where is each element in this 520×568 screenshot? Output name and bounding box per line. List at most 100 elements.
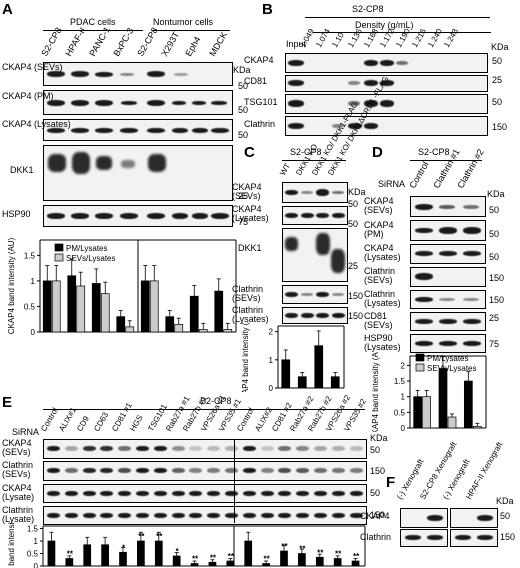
a-ytick-label-3: 1.5 (24, 251, 36, 260)
a-bar-pm-lysates-0 (42, 280, 52, 333)
e-bar-4 (119, 551, 127, 567)
d-bar-pm-lysates-2 (463, 380, 473, 429)
e-blot-divider (234, 439, 235, 523)
e-blot-ckap4-sevs-band-12 (260, 446, 274, 451)
a-mw-3: 25 (238, 191, 249, 201)
e-blot-ckap4-lysate-band-11 (242, 491, 256, 496)
d-ytick-label-1: 0.5 (394, 408, 406, 417)
e-bar-13 (280, 550, 288, 567)
a-bar-sevs-lysates-4 (149, 280, 159, 333)
d-mw-3: 150 (489, 273, 505, 283)
c-lane-label-0: WT (278, 161, 293, 177)
b-blot-ckap4 (285, 53, 488, 73)
c-row-label-3: Clathrin (SEVs) (232, 284, 264, 304)
a-legend-swatch-0 (54, 243, 64, 252)
b-title-line (305, 17, 490, 18)
e-blot-ckap4-lysate-band-1 (64, 491, 78, 496)
e-bar-16 (333, 558, 342, 567)
e-blot-clathrin-lysate-band-16 (331, 513, 345, 518)
e-blot-clathrin-sevs-band-11 (242, 468, 256, 473)
e-blot-ckap4-sevs-band-13 (278, 446, 292, 451)
e-blot-clathrin-lysate-band-8 (189, 513, 203, 518)
e-sig-4: * (122, 543, 126, 552)
e-blot-ckap4-lysate-band-6 (153, 491, 167, 496)
b-lane-label-2: 1.10 (330, 31, 346, 49)
e-blot-clathrin-sevs-band-5 (136, 468, 149, 473)
e-sig-17: ** (353, 552, 360, 561)
b-row-label-1: CD81 (244, 76, 268, 86)
e-blot-ckap4-lysate-band-15 (314, 491, 327, 496)
c-mw-2: 25 (348, 261, 359, 271)
e-sig-10: ** (228, 552, 235, 561)
panel-label-c: C (244, 144, 255, 161)
panel-label-e: E (2, 394, 13, 411)
c-row-label-1: CKAP4 (Lysates) (232, 204, 269, 224)
a-ytick-label-1: 0.5 (24, 302, 36, 311)
c-blot-dkk1 (282, 228, 348, 282)
b-lane-label-3: 1.136 (346, 27, 365, 49)
b-blot-tsg101 (285, 94, 488, 114)
c-ytick-label-1: 1 (269, 356, 274, 365)
b-lane-label-5: 1.172 (378, 27, 397, 49)
e-blot-clathrin-sevs-band-14 (296, 468, 310, 473)
e-blot-clathrin-lysate-band-13 (278, 513, 292, 518)
d-ytick-label-2: 1 (401, 393, 406, 402)
e-bar-10 (226, 560, 235, 567)
e-blot-ckap4-sevs-band-14 (296, 446, 310, 451)
e-blot-clathrin-lysate-band-11 (242, 513, 256, 518)
f-row-label-0: CKAP4 (360, 511, 390, 521)
e-blot-clathrin-sevs-band-6 (153, 468, 167, 473)
e-blot-ckap4-lysate-band-2 (82, 491, 96, 496)
d-row-label-4: Clathrin (Lysates) (364, 289, 401, 309)
e-kda: KDa (370, 433, 388, 443)
e-blot-ckap4-sevs-band-0 (47, 446, 60, 451)
e-blot-clathrin-sevs-band-9 (207, 468, 221, 473)
e-row-label-3: Clathrin (Lysate) (2, 505, 35, 525)
b-density-line (313, 32, 491, 33)
b-row-label-3: Clathrin (244, 119, 276, 129)
e-blot-ckap4-sevs (43, 439, 367, 459)
b-lane-label-8: 1.240 (426, 27, 445, 49)
a-blot-dkk1 (43, 145, 233, 201)
a-lane-label-6: Eph4 (183, 34, 203, 58)
c-kda: KDa (348, 187, 366, 197)
e-title-line (43, 409, 365, 410)
a-row-label-2: CKAP4 (Lysates) (2, 119, 71, 129)
c-bar-2 (314, 345, 324, 389)
d-blot-ckap4-lysates (410, 244, 486, 264)
b-lane-label-7: 1.216 (410, 27, 429, 49)
a-bar-sevs-lysates-7 (223, 329, 233, 333)
e-blot-ckap4-lysate-band-0 (47, 491, 60, 496)
d-kda: KDa (487, 189, 505, 199)
e-blot-clathrin-sevs-band-3 (100, 468, 114, 473)
c-title: S2-CP8 (290, 147, 322, 157)
e-row-label-0: CKAP4 (SEVs) (2, 438, 32, 458)
f-kda: KDa (496, 496, 514, 506)
e-bar-0 (47, 540, 56, 567)
b-lane-label-6: 1.190 (394, 27, 413, 49)
f-mw-1: 150 (500, 532, 516, 542)
e-blot-ckap4-lysate-band-14 (296, 491, 310, 496)
a-group-line-pdac (43, 30, 143, 31)
a-bar-pm-lysates-5 (165, 316, 175, 333)
c-title-line (282, 160, 346, 161)
e-mw-3: 150 (370, 510, 386, 520)
d-ytick-label-3: 1.5 (394, 377, 406, 386)
a-bar-sevs-lysates-2 (100, 293, 110, 333)
a-mw-2: 50 (238, 130, 249, 140)
e-blot-clathrin-sevs-band-13 (278, 468, 292, 473)
e-sig-8: ** (192, 555, 199, 564)
d-mw-2: 50 (489, 252, 500, 262)
e-lane-label-2: CD9 (74, 414, 91, 433)
a-bar-sevs-lysates-6 (198, 329, 208, 333)
a-lane-label-3: BxPC-3 (111, 26, 136, 58)
c-ylabel: CKAP4 band intensity (AU) (241, 322, 250, 392)
f-lane-label-3: HPAF-II Xenograft (464, 440, 505, 501)
b-row-label-0: CKAP4 (244, 55, 274, 65)
e-blot-ckap4-lysate-band-5 (136, 491, 149, 496)
a-bar-pm-lysates-2 (91, 283, 101, 333)
e-blot-ckap4-sevs-band-5 (136, 446, 149, 451)
a-bar-chart: 0 0.5 1 1.5 CKAP4 band intensity (AU) PM/Lysa… (7, 237, 237, 336)
d-blot-hsp90-lysates (410, 334, 486, 353)
b-mw-2: 50 (492, 97, 503, 107)
